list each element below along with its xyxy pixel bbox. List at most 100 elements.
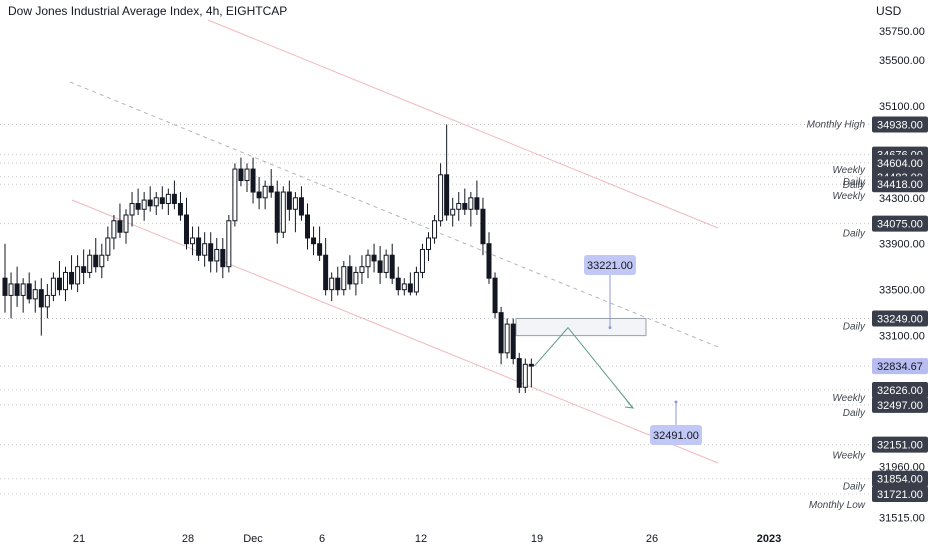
candle-body	[220, 248, 226, 268]
x-tick-label: 6	[319, 533, 325, 545]
y-tick-label: 35100.00	[879, 101, 925, 113]
level-note: Monthly High	[807, 120, 866, 131]
candle-body	[413, 271, 419, 293]
candle-body	[56, 277, 62, 291]
candle-body	[462, 203, 468, 210]
candle-body	[522, 363, 528, 388]
price-tag-label: 31854.00	[877, 474, 923, 486]
price-tag	[872, 215, 928, 232]
y-tick-label: 33900.00	[879, 239, 925, 251]
price-tag	[872, 436, 928, 453]
level-note: Daily	[843, 482, 866, 493]
x-tick-label: Dec	[243, 533, 263, 545]
candle-body	[504, 323, 510, 354]
candle-body	[165, 193, 171, 205]
candle-body	[438, 174, 444, 222]
candle-body	[516, 358, 522, 388]
price-tag	[872, 486, 928, 502]
level-note: Weekly	[832, 393, 866, 404]
price-tag-label: 33249.00	[877, 313, 923, 325]
candle-body	[256, 191, 262, 199]
price-tag	[872, 470, 928, 487]
candle-body	[450, 208, 456, 216]
candle-body	[26, 283, 32, 300]
candle-body	[214, 248, 220, 262]
candle-body	[159, 197, 165, 205]
candle-body	[44, 294, 50, 308]
candle-body	[171, 193, 177, 205]
candle-body	[377, 260, 383, 273]
candle-body	[20, 283, 26, 296]
candle-body	[50, 277, 56, 296]
candle-body	[389, 254, 395, 279]
candle-body	[244, 168, 250, 182]
price-tag	[872, 154, 928, 171]
candle-body	[498, 312, 504, 354]
y-tick-label: 35500.00	[879, 55, 925, 67]
candle-body	[129, 203, 135, 216]
candle-body	[335, 277, 341, 291]
level-note: Daily	[843, 321, 866, 332]
callout-label: 33221.00	[587, 260, 633, 272]
projection-path	[533, 326, 634, 409]
candle-body	[456, 203, 462, 210]
candle-body	[250, 168, 256, 193]
channel-midline	[69, 81, 719, 348]
candle-body	[75, 266, 81, 285]
candle-body	[329, 277, 335, 291]
level-note: Weekly	[832, 165, 866, 176]
candle-body	[147, 199, 153, 207]
price-tag-label: 32834.67	[877, 361, 923, 373]
candle-body	[359, 266, 365, 273]
candle-body	[401, 283, 407, 291]
price-tag	[872, 382, 928, 399]
candle-body	[292, 197, 298, 210]
level-note: Weekly	[832, 451, 866, 462]
y-tick-label: 31515.00	[879, 513, 925, 525]
level-note: Daily	[843, 180, 866, 191]
callout-anchor-dot	[608, 326, 612, 330]
candle-body	[226, 220, 232, 268]
candle-body	[87, 254, 93, 273]
x-tick-label: 26	[646, 533, 658, 545]
candle-body	[196, 237, 202, 256]
price-tag-label: 32626.00	[877, 385, 923, 397]
callout-box	[584, 255, 636, 275]
candle-body	[317, 243, 323, 256]
candle-body	[474, 197, 480, 210]
candle-body	[419, 248, 425, 273]
candle-body	[69, 271, 75, 285]
price-tag-label: 32497.00	[877, 400, 923, 412]
candle-body	[184, 214, 189, 245]
candle-body	[444, 174, 450, 216]
candle-body	[305, 214, 310, 239]
level-note: Daily	[843, 229, 866, 240]
candle-body	[311, 237, 317, 245]
y-tick-label: 33500.00	[879, 285, 925, 297]
price-tag-label: 34075.00	[877, 219, 923, 231]
y-tick-label: 35750.00	[879, 26, 925, 38]
callout-box	[650, 425, 702, 445]
candle-body	[347, 266, 353, 285]
candle-body	[268, 185, 274, 193]
candle-body	[468, 197, 474, 210]
candle-body	[81, 266, 87, 273]
candle-body	[232, 168, 238, 222]
candle-body	[202, 243, 208, 256]
channel-lower-line	[71, 199, 719, 464]
y-tick-label: 31960.00	[879, 462, 925, 474]
y-tick-label: 33100.00	[879, 331, 925, 343]
x-tick-label: 21	[73, 533, 85, 545]
candle-body	[510, 323, 516, 360]
price-tag	[872, 396, 928, 413]
candle-body	[99, 254, 105, 268]
candle-body	[177, 203, 183, 216]
candle-body	[395, 277, 401, 291]
candle-body	[135, 203, 141, 210]
candle-body	[353, 271, 359, 285]
candle-body	[111, 220, 117, 239]
candle-body	[117, 220, 123, 233]
chart-title: Dow Jones Industrial Average Index, 4h, …	[8, 4, 288, 18]
level-note: Weekly	[832, 191, 866, 202]
